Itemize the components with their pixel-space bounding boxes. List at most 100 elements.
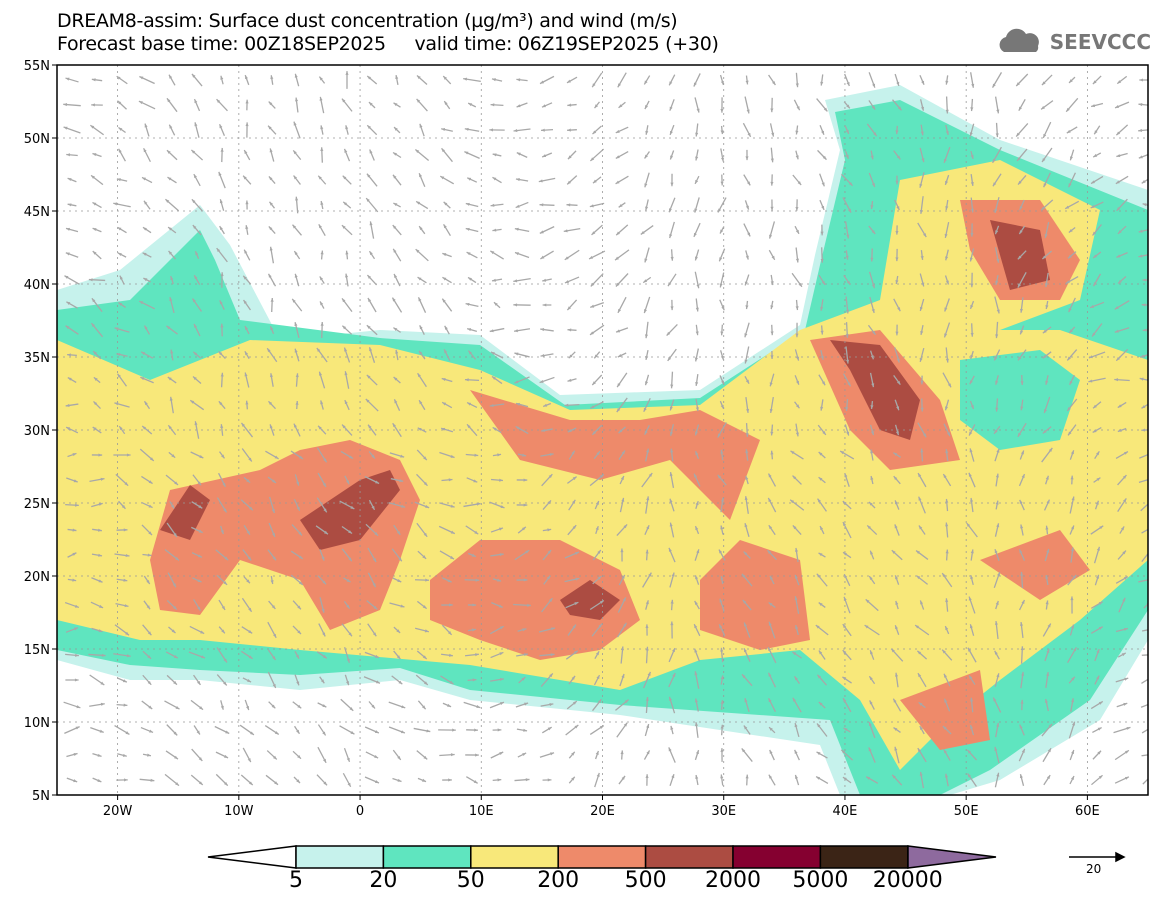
wind-arrow xyxy=(465,453,479,457)
wind-arrow xyxy=(191,501,203,509)
wind-arrow xyxy=(92,528,102,532)
wind-arrow xyxy=(219,199,225,211)
wind-arrow xyxy=(769,123,775,137)
wind-arrow xyxy=(745,475,749,485)
wind-arrow xyxy=(594,500,600,510)
wind-arrow xyxy=(844,125,850,135)
wind-arrow xyxy=(818,374,826,386)
wind-arrow xyxy=(294,651,300,659)
wind-arrow xyxy=(1065,97,1079,113)
wind-arrow xyxy=(839,450,855,460)
wind-arrow xyxy=(139,448,155,462)
wind-arrow xyxy=(320,200,324,210)
wind-arrow xyxy=(767,473,777,487)
lon-label: 0 xyxy=(356,804,364,819)
wind-arrow xyxy=(142,226,152,234)
wind-arrow xyxy=(1117,550,1127,560)
wind-arrow xyxy=(845,322,849,338)
wind-arrow xyxy=(515,201,529,209)
wind-arrow xyxy=(418,225,426,235)
wind-arrow xyxy=(388,502,406,508)
wind-arrow xyxy=(67,528,77,532)
wind-arrow xyxy=(589,599,605,611)
wind-arrow xyxy=(416,600,428,610)
wind-arrow xyxy=(919,172,925,188)
wind-arrow xyxy=(970,98,974,112)
logo: SEEVCCC xyxy=(996,28,1151,56)
wind-arrow xyxy=(565,601,579,609)
wind-arrow xyxy=(1090,601,1104,609)
wind-arrow xyxy=(695,149,699,161)
wind-arrow xyxy=(944,222,950,238)
wind-arrow xyxy=(568,499,576,511)
wind-arrow xyxy=(142,650,152,660)
wind-arrow xyxy=(770,350,774,360)
wind-arrow xyxy=(617,352,627,358)
wind-arrow xyxy=(316,774,328,786)
wind-arrow xyxy=(267,671,277,689)
wind-arrow xyxy=(794,774,800,786)
wind-arrow xyxy=(242,299,252,311)
wind-arrow xyxy=(842,197,852,213)
wind-arrow xyxy=(1017,422,1027,438)
wind-arrow xyxy=(220,525,224,535)
wind-arrow xyxy=(969,300,975,310)
wind-arrow xyxy=(1141,727,1148,734)
wind-arrow xyxy=(67,177,77,183)
wind-arrow xyxy=(717,197,727,213)
wind-arrow xyxy=(1116,702,1128,708)
wind-arrow xyxy=(1117,427,1127,433)
wind-arrow xyxy=(745,449,749,461)
colorbar-label: 200 xyxy=(537,868,580,893)
wind-arrow xyxy=(795,624,799,636)
wind-arrow xyxy=(113,202,131,208)
wind-arrow xyxy=(493,301,501,309)
wind-arrow xyxy=(619,673,625,687)
wind-arrow xyxy=(945,199,949,211)
wind-arrow xyxy=(1139,453,1148,459)
wind-arrow xyxy=(917,672,927,688)
wind-arrow xyxy=(842,776,852,784)
wind-arrow xyxy=(792,697,802,713)
wind-arrow xyxy=(1114,101,1130,109)
wind-arrow xyxy=(1115,175,1129,185)
wind-arrow xyxy=(870,475,874,485)
wind-arrow xyxy=(1092,152,1102,158)
wind-arrow xyxy=(366,75,378,85)
wind-arrow xyxy=(769,575,775,585)
wind-arrow xyxy=(944,399,950,411)
wind-arrow xyxy=(768,524,776,536)
wind-arrow xyxy=(92,350,102,360)
wind-arrow xyxy=(65,503,79,507)
wind-arrow xyxy=(443,201,451,209)
wind-arrow xyxy=(890,648,904,662)
wind-arrow xyxy=(388,726,406,734)
wind-arrow xyxy=(441,603,453,607)
wind-arrow xyxy=(1043,396,1051,414)
wind-arrow xyxy=(316,447,328,463)
wind-arrow xyxy=(193,173,201,187)
wind-arrow xyxy=(67,203,77,207)
wind-arrow xyxy=(291,298,303,312)
wind-arrow xyxy=(393,376,401,384)
wind-arrow xyxy=(795,72,799,88)
wind-arrow xyxy=(919,600,925,610)
wind-arrow xyxy=(644,172,650,188)
wind-arrow xyxy=(1041,74,1053,86)
wind-arrow xyxy=(943,673,951,687)
wind-arrow xyxy=(65,426,79,434)
wind-arrow xyxy=(591,224,603,236)
wind-arrow xyxy=(320,147,324,163)
wind-arrow xyxy=(693,473,701,487)
wind-arrow xyxy=(514,778,530,782)
wind-arrow xyxy=(91,453,103,457)
wind-arrow xyxy=(118,500,126,510)
wind-arrow xyxy=(320,321,324,339)
wind-arrow xyxy=(218,124,226,136)
wind-arrow xyxy=(768,221,776,239)
wind-arrow xyxy=(589,148,605,162)
wind-arrow xyxy=(393,102,401,108)
wind-arrow xyxy=(1068,297,1076,313)
wind-arrow xyxy=(1045,300,1049,310)
wind-arrow xyxy=(995,722,1000,738)
